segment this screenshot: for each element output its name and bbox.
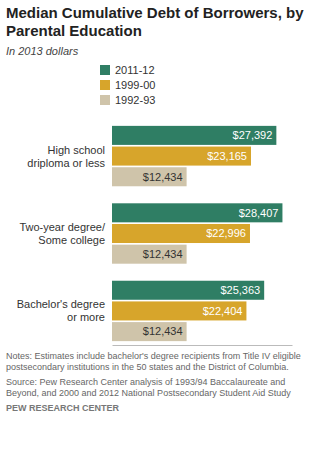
category-axis: High schooldriploma or less Two-year degr…	[17, 144, 106, 324]
data-label: $27,392	[233, 129, 273, 141]
category-tick: Bachelor's degreeor more	[17, 298, 105, 323]
text-line: Beyond, and 2000 and 2012 National Posts…	[6, 388, 291, 398]
text-line: Bachelor's degree	[17, 298, 105, 310]
chart-svg: Median Cumulative Debt of Borrowers, byP…	[0, 0, 310, 450]
legend-label: 1992-93	[115, 94, 155, 106]
text-line: or more	[67, 311, 105, 323]
legend-label: 2011-12	[115, 64, 155, 76]
annotation: Notes: Estimates include bachelor's degr…	[6, 351, 301, 372]
data-labels: $27,392 $28,407 $25,363 $23,165 $22,996 $22,4…	[143, 129, 279, 337]
legend-swatch	[100, 65, 110, 75]
data-label: $25,363	[220, 284, 260, 296]
category-tick: Two-year degree/Some college	[19, 221, 106, 246]
credit: PEW RESEARCH CENTER	[6, 403, 120, 413]
text-line: Source: Pew Research Center analysis of …	[6, 377, 285, 387]
data-label: $12,434	[143, 325, 183, 337]
bar	[112, 167, 187, 186]
text-line: Parental Education	[6, 22, 142, 39]
text-line: PEW RESEARCH CENTER	[6, 403, 120, 413]
category-tick: High schooldriploma or less	[27, 144, 105, 169]
text-line: Two-year degree/	[19, 221, 106, 233]
bar	[112, 126, 276, 145]
data-label: $22,404	[203, 305, 243, 317]
chart-subtitle: In 2013 dollars	[6, 45, 79, 57]
bar	[112, 245, 187, 264]
plot-area: $27,392 $28,407 $25,363 $23,165 $22,996 $22,4…	[17, 126, 293, 346]
category-label: Two-year degree/Some college	[19, 221, 106, 246]
data-label: $22,996	[206, 227, 246, 239]
data-label: $28,407	[239, 207, 279, 219]
text-line: High school	[48, 144, 105, 156]
bar	[112, 147, 251, 166]
legend-label: 1999-00	[115, 79, 155, 91]
bar	[112, 203, 282, 222]
text-line: Notes: Estimates include bachelor's degr…	[6, 351, 301, 361]
data-label: $12,434	[143, 171, 183, 183]
legend-swatch	[100, 95, 110, 105]
bar	[112, 281, 264, 300]
legend-swatch	[100, 80, 110, 90]
category-label: High schooldriploma or less	[27, 144, 105, 169]
data-label: $12,434	[143, 248, 183, 260]
bar	[112, 322, 187, 341]
text-line: driploma or less	[27, 157, 105, 169]
value-axis	[113, 345, 293, 346]
bars	[112, 126, 282, 341]
data-label: $23,165	[207, 150, 247, 162]
bar	[112, 301, 246, 320]
category-label: Bachelor's degreeor more	[17, 298, 105, 323]
value-axis-line	[113, 345, 293, 346]
bar	[112, 224, 250, 243]
text-line: Median Cumulative Debt of Borrowers, by	[6, 4, 304, 21]
annotation: Source: Pew Research Center analysis of …	[6, 377, 291, 398]
legend: 2011-12 1999-00 1992-93	[100, 64, 155, 106]
text-line: postsecondary institutions in the 50 sta…	[6, 362, 289, 372]
chart-title: Median Cumulative Debt of Borrowers, byP…	[6, 4, 304, 39]
text-line: Some college	[38, 234, 105, 246]
